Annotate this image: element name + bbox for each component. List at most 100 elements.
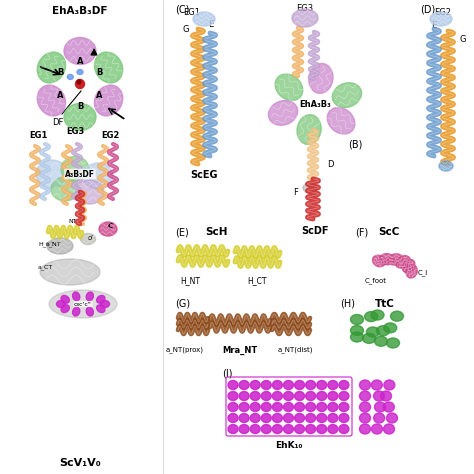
Ellipse shape bbox=[261, 413, 271, 422]
Ellipse shape bbox=[339, 425, 349, 434]
Ellipse shape bbox=[97, 295, 105, 303]
Ellipse shape bbox=[292, 9, 318, 27]
Ellipse shape bbox=[363, 333, 375, 343]
Ellipse shape bbox=[317, 381, 327, 390]
Ellipse shape bbox=[328, 425, 338, 434]
Ellipse shape bbox=[86, 307, 93, 316]
Text: C_foot: C_foot bbox=[365, 277, 387, 284]
Ellipse shape bbox=[261, 402, 271, 411]
Ellipse shape bbox=[328, 381, 338, 390]
Ellipse shape bbox=[261, 425, 271, 434]
Text: H_NT: H_NT bbox=[180, 276, 200, 285]
Text: a_NT(dist): a_NT(dist) bbox=[277, 346, 313, 353]
Ellipse shape bbox=[294, 402, 305, 411]
Ellipse shape bbox=[273, 413, 283, 422]
Text: ScEG: ScEG bbox=[190, 170, 218, 180]
Ellipse shape bbox=[273, 381, 283, 390]
Ellipse shape bbox=[64, 37, 96, 64]
Ellipse shape bbox=[391, 311, 403, 321]
Ellipse shape bbox=[366, 327, 379, 337]
Ellipse shape bbox=[306, 381, 316, 390]
Text: EhA₃B₃DF: EhA₃B₃DF bbox=[52, 6, 108, 16]
Ellipse shape bbox=[94, 85, 123, 116]
Ellipse shape bbox=[339, 381, 349, 390]
Text: (E): (E) bbox=[175, 227, 189, 237]
Ellipse shape bbox=[306, 425, 316, 434]
Text: (D): (D) bbox=[420, 4, 435, 14]
Ellipse shape bbox=[73, 307, 80, 316]
Ellipse shape bbox=[372, 424, 383, 434]
Ellipse shape bbox=[100, 301, 109, 308]
Ellipse shape bbox=[339, 413, 349, 422]
Ellipse shape bbox=[439, 161, 453, 171]
Ellipse shape bbox=[81, 234, 95, 245]
Ellipse shape bbox=[56, 301, 65, 308]
Ellipse shape bbox=[350, 314, 364, 325]
Text: A₃B₃DF: A₃B₃DF bbox=[65, 170, 95, 179]
Text: EG3: EG3 bbox=[66, 127, 84, 136]
Ellipse shape bbox=[339, 402, 349, 411]
Ellipse shape bbox=[228, 425, 238, 434]
Ellipse shape bbox=[294, 425, 305, 434]
Ellipse shape bbox=[406, 265, 417, 278]
Text: ScC: ScC bbox=[378, 227, 400, 237]
Ellipse shape bbox=[371, 310, 384, 320]
Ellipse shape bbox=[83, 163, 113, 189]
Ellipse shape bbox=[283, 392, 293, 401]
Ellipse shape bbox=[430, 12, 452, 26]
Ellipse shape bbox=[359, 391, 371, 401]
Text: C_I: C_I bbox=[418, 269, 428, 276]
Text: a_NT: a_NT bbox=[46, 241, 62, 247]
Ellipse shape bbox=[374, 336, 388, 346]
Text: (B): (B) bbox=[348, 139, 363, 149]
Ellipse shape bbox=[306, 392, 316, 401]
Text: E: E bbox=[431, 20, 436, 29]
Ellipse shape bbox=[374, 413, 385, 423]
Text: A: A bbox=[57, 91, 64, 100]
Ellipse shape bbox=[317, 413, 327, 422]
Ellipse shape bbox=[306, 402, 316, 411]
Text: B: B bbox=[57, 68, 64, 77]
Ellipse shape bbox=[228, 381, 238, 390]
Ellipse shape bbox=[239, 381, 249, 390]
Ellipse shape bbox=[396, 255, 410, 268]
Ellipse shape bbox=[283, 425, 293, 434]
Ellipse shape bbox=[86, 292, 93, 301]
Text: NT: NT bbox=[68, 219, 77, 224]
Ellipse shape bbox=[250, 425, 260, 434]
Text: EG2: EG2 bbox=[101, 131, 119, 140]
Ellipse shape bbox=[402, 259, 415, 273]
Ellipse shape bbox=[297, 115, 321, 145]
Text: EG1: EG1 bbox=[183, 8, 201, 17]
Text: ScH: ScH bbox=[205, 227, 228, 237]
Ellipse shape bbox=[359, 424, 371, 434]
Ellipse shape bbox=[317, 425, 327, 434]
Ellipse shape bbox=[327, 108, 355, 134]
Ellipse shape bbox=[76, 180, 104, 204]
Ellipse shape bbox=[239, 413, 249, 422]
Text: d: d bbox=[88, 235, 92, 241]
Text: A: A bbox=[96, 91, 103, 100]
Text: E: E bbox=[208, 19, 213, 28]
Ellipse shape bbox=[306, 413, 316, 422]
Text: (G): (G) bbox=[175, 299, 190, 309]
Text: H_CT: H_CT bbox=[38, 241, 54, 246]
Text: G: G bbox=[182, 25, 189, 34]
Ellipse shape bbox=[273, 392, 283, 401]
Ellipse shape bbox=[49, 290, 117, 318]
Text: ScDF: ScDF bbox=[301, 226, 329, 236]
Ellipse shape bbox=[294, 413, 305, 422]
Text: DF: DF bbox=[52, 118, 64, 127]
Ellipse shape bbox=[73, 292, 80, 301]
Ellipse shape bbox=[373, 255, 385, 267]
Ellipse shape bbox=[228, 413, 238, 422]
Ellipse shape bbox=[365, 311, 378, 321]
Ellipse shape bbox=[250, 392, 260, 401]
Ellipse shape bbox=[388, 254, 403, 265]
Text: EhA₃B₃: EhA₃B₃ bbox=[299, 100, 331, 109]
Text: (F): (F) bbox=[355, 227, 368, 237]
Ellipse shape bbox=[386, 338, 400, 348]
Ellipse shape bbox=[77, 80, 81, 84]
Text: F: F bbox=[293, 188, 298, 197]
Ellipse shape bbox=[61, 295, 69, 303]
